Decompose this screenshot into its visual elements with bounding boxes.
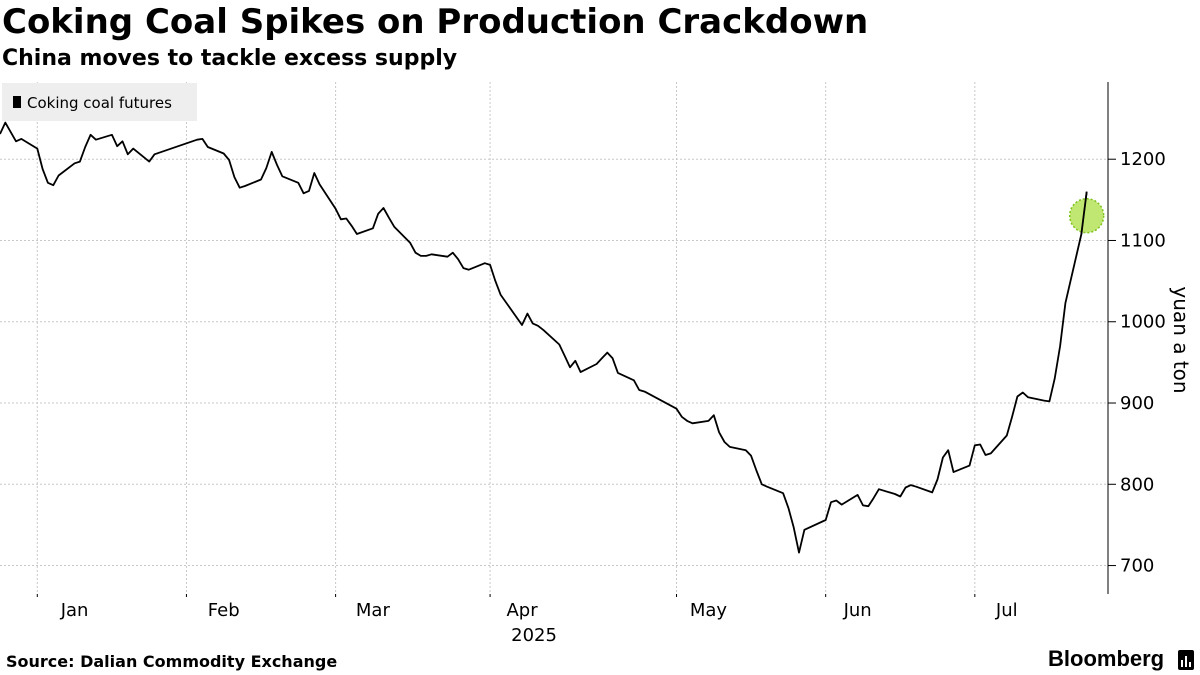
y-axis-title: yuan a ton <box>1169 286 1193 393</box>
series-line-0 <box>0 121 1088 554</box>
y-tick-label-1100: 1100 <box>1120 230 1166 251</box>
x-tick-label-Jul: Jul <box>995 600 1018 621</box>
x-year-label: 2025 <box>511 625 557 646</box>
chart-title: Coking Coal Spikes on Production Crackdo… <box>2 2 869 42</box>
x-tick-label-Jan: Jan <box>60 600 89 621</box>
grid-lines <box>0 82 1108 594</box>
y-tick-label-1200: 1200 <box>1120 149 1166 170</box>
bloomberg-terminal-icon <box>1178 650 1194 670</box>
legend-label: Coking coal futures <box>27 94 172 112</box>
last-point-highlight <box>1068 197 1105 234</box>
legend: Coking coal futures <box>2 83 197 121</box>
legend-background <box>2 83 197 121</box>
axes: 700 800 900 1000 1100 1200 Jan Feb Mar Apr May Jun J… <box>36 82 1166 646</box>
x-tick-label-May: May <box>690 600 728 621</box>
y-tick-label-700: 700 <box>1120 556 1154 577</box>
x-tick-label-Feb: Feb <box>208 600 240 621</box>
bloomberg-logo: Bloomberg <box>1048 646 1165 671</box>
legend-swatch <box>13 96 21 108</box>
last-segment <box>1080 191 1088 235</box>
x-tick-label-Jun: Jun <box>843 600 872 621</box>
series-layer <box>0 121 1088 554</box>
y-tick-label-800: 800 <box>1120 474 1154 495</box>
x-tick-label-Apr: Apr <box>506 600 538 621</box>
chart-subtitle: China moves to tackle excess supply <box>2 46 458 71</box>
y-tick-label-1000: 1000 <box>1120 312 1166 333</box>
highlight-layer <box>1068 191 1105 235</box>
source-note: Source: Dalian Commodity Exchange <box>6 652 338 671</box>
x-tick-label-Mar: Mar <box>356 600 391 621</box>
y-tick-label-900: 900 <box>1120 393 1154 414</box>
